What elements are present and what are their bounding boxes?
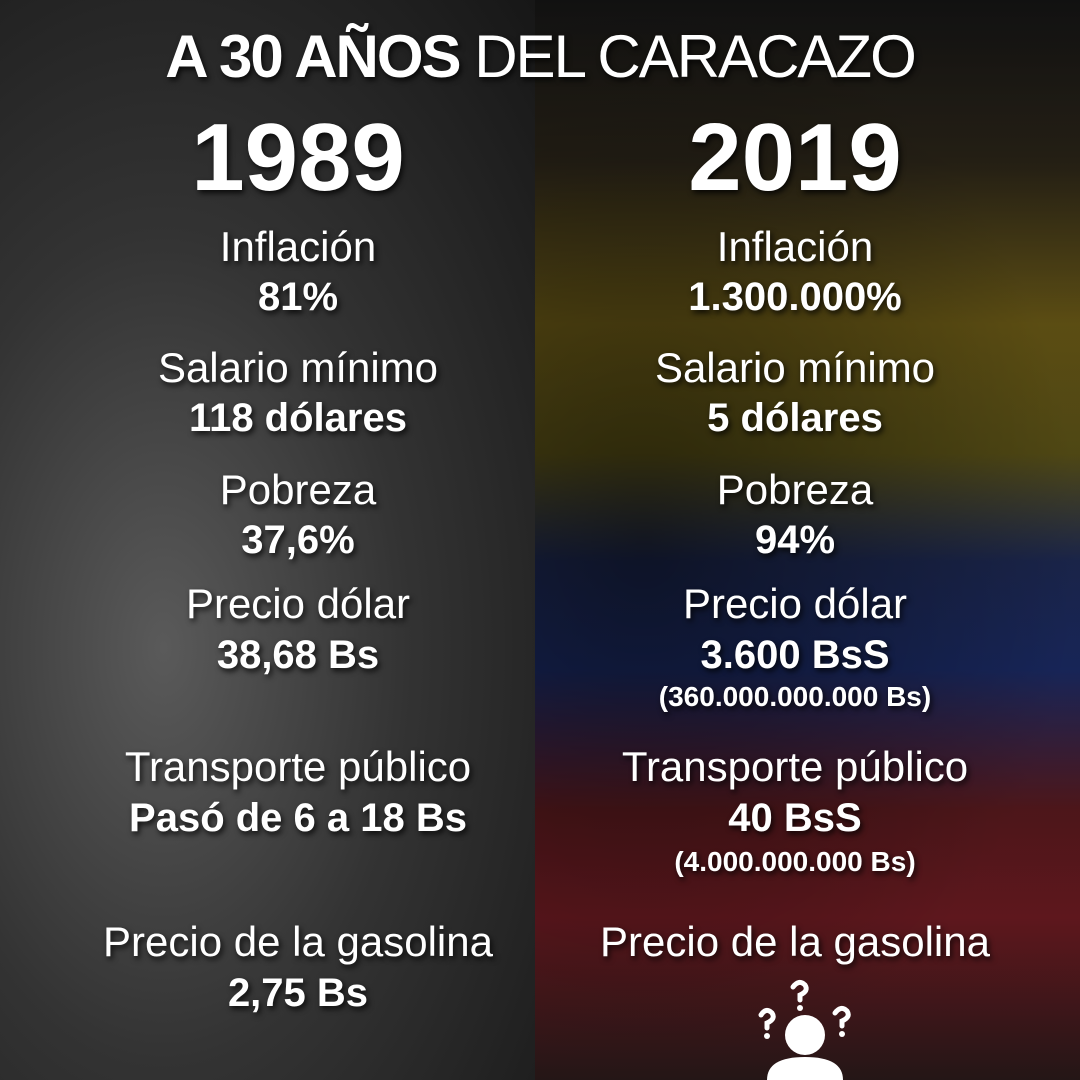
item-value: 37,6%: [241, 518, 355, 562]
item-label: Precio de la gasolina: [600, 918, 990, 965]
item-note: (360.000.000.000 Bs): [658, 681, 932, 712]
item-label: Transporte público: [124, 743, 472, 790]
item-value: 5 dólares: [707, 396, 883, 440]
background-left: [0, 0, 545, 1080]
item-value: 2,75 Bs: [227, 971, 369, 1015]
item-label: Precio dólar: [185, 580, 411, 627]
year: 1989: [191, 104, 405, 211]
item-label: Salario mínimo: [654, 344, 936, 391]
item-label: Pobreza: [716, 466, 874, 513]
item-label: Inflación: [219, 223, 377, 270]
title: A 30 AÑOS DEL CARACAZO: [0, 22, 1080, 91]
item-value: Pasó de 6 a 18 Bs: [129, 796, 467, 840]
item-value: 81%: [257, 275, 339, 319]
item-label: Inflación: [716, 223, 874, 270]
item-value: 94%: [754, 518, 836, 562]
year: 2019: [688, 104, 902, 211]
item-value: 38,68 Bs: [216, 633, 380, 677]
background-right: [535, 0, 1080, 1080]
item-label: Salario mínimo: [157, 344, 439, 391]
item-label: Transporte público: [621, 743, 969, 790]
item-label: Pobreza: [219, 466, 377, 513]
item-value: 40 BsS: [728, 796, 862, 840]
item-value: 3.600 BsS: [700, 633, 890, 677]
question-person-icon: [758, 979, 851, 1080]
item-label: Precio de la gasolina: [103, 918, 493, 965]
title-bold: A 30 AÑOS: [165, 23, 461, 90]
item-value: 118 dólares: [189, 396, 407, 440]
item-value: 1.300.000%: [688, 275, 902, 319]
item-label: Precio dólar: [682, 580, 908, 627]
title-light: DEL CARACAZO: [474, 23, 917, 90]
item-note: (4.000.000.000 Bs): [674, 846, 916, 877]
